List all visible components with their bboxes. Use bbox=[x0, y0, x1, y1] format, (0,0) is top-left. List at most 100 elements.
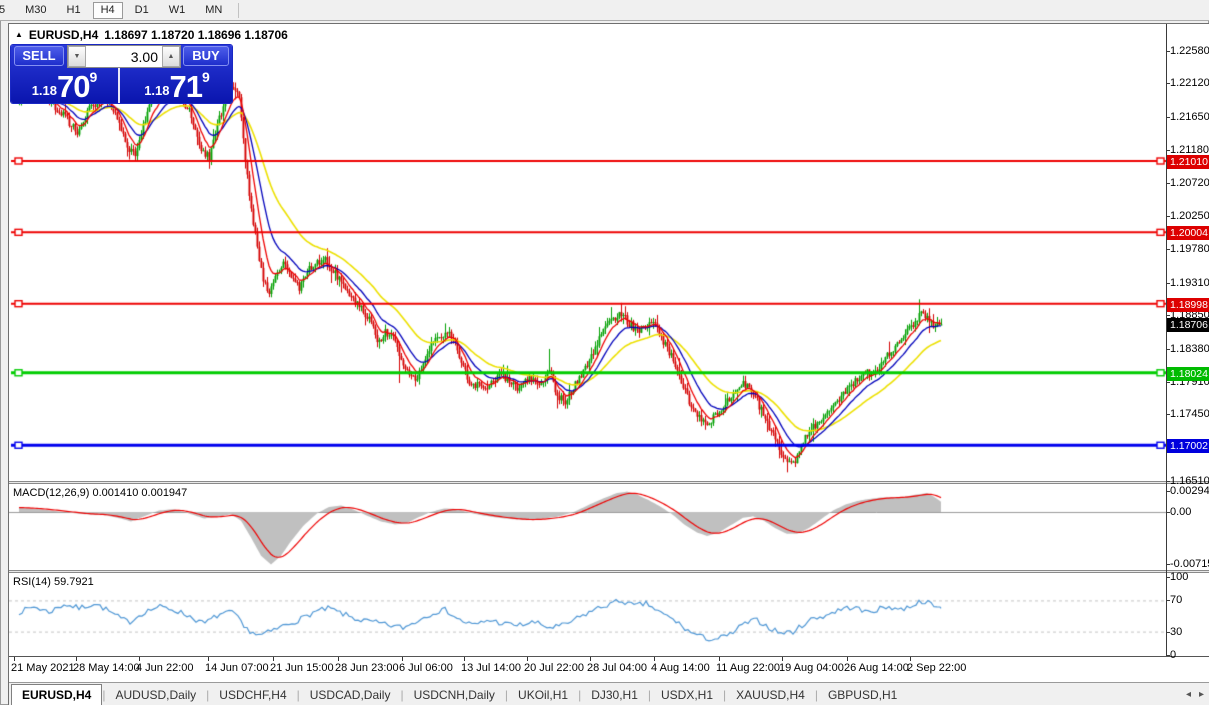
price-tick-mark bbox=[1166, 249, 1170, 251]
buy-price-big: 71 bbox=[169, 69, 203, 104]
time-tick-mark bbox=[847, 657, 848, 661]
tab-separator: | bbox=[206, 687, 210, 702]
time-tick-mark bbox=[14, 657, 15, 661]
buy-button[interactable]: BUY bbox=[183, 46, 229, 66]
price-level-badge: 1.17002 bbox=[1167, 439, 1209, 454]
tab-dj30[interactable]: DJ30,H1 bbox=[591, 687, 638, 702]
tab-ukoil[interactable]: UKOil,H1 bbox=[518, 687, 569, 702]
time-axis-label: 21 May 2021 bbox=[11, 662, 75, 674]
sell-price-prefix: 1.18 bbox=[31, 83, 58, 98]
timeframe-button-m30[interactable]: M30 bbox=[25, 3, 47, 16]
price-tick-mark bbox=[1166, 381, 1170, 383]
tab-xauusd[interactable]: XAUUSD,H4 bbox=[736, 687, 805, 702]
time-tick-mark bbox=[273, 657, 274, 661]
tab-separator: | bbox=[723, 687, 727, 702]
rsi-indicator-label: RSI(14) 59.7921 bbox=[13, 576, 94, 588]
trade-panel-row: SELL ▼ ▲ BUY bbox=[11, 45, 232, 68]
buy-price-pip: 9 bbox=[202, 69, 210, 85]
time-tick-mark bbox=[527, 657, 528, 661]
price-level-badge: 1.18998 bbox=[1167, 297, 1209, 312]
price-tick-label: 1.22120 bbox=[1166, 77, 1209, 89]
time-axis-border bbox=[9, 656, 1209, 657]
time-tick-mark bbox=[76, 657, 77, 661]
collapse-trade-panel-icon[interactable]: ▲ bbox=[15, 29, 23, 39]
rsi-axis-label: 70 bbox=[1166, 594, 1182, 606]
tab-usdcad[interactable]: USDCAD,Daily bbox=[309, 687, 391, 702]
chart-window: ▲ EURUSD,H4 1.18697 1.18720 1.18696 1.18… bbox=[8, 23, 1209, 705]
tab-separator: | bbox=[296, 687, 300, 702]
macd-axis-label: 0.002947 bbox=[1166, 485, 1209, 497]
price-tick-label: 1.19310 bbox=[1166, 277, 1209, 289]
tab-usdx[interactable]: USDX,H1 bbox=[661, 687, 714, 702]
sell-button[interactable]: SELL bbox=[14, 46, 64, 66]
panel-splitter[interactable] bbox=[9, 570, 1209, 573]
tab-scroll-right-icon[interactable]: ▸ bbox=[1198, 689, 1204, 700]
time-tick-mark bbox=[464, 657, 465, 661]
price-tick-label: 1.18380 bbox=[1166, 343, 1209, 355]
tab-eurusd[interactable]: EURUSD,H4 bbox=[11, 683, 103, 705]
price-tick-label: 1.20720 bbox=[1166, 177, 1209, 189]
buy-price-prefix: 1.18 bbox=[144, 83, 170, 98]
price-tick-mark bbox=[1166, 182, 1170, 184]
rsi-axis-label: 30 bbox=[1166, 626, 1182, 638]
price-tick-mark bbox=[1166, 50, 1170, 52]
price-tick-mark bbox=[1166, 83, 1170, 85]
price-tick-label: 1.20250 bbox=[1166, 210, 1209, 222]
sell-price-pip: 9 bbox=[89, 69, 98, 85]
tab-scroll-controls: ◂ ▸ bbox=[1186, 689, 1204, 700]
time-tick-mark bbox=[782, 657, 783, 661]
macd-tick-mark bbox=[1166, 564, 1170, 566]
time-axis-label: 2 Sep 22:00 bbox=[907, 662, 967, 674]
tab-gbpusd[interactable]: GBPUSD,H1 bbox=[827, 687, 898, 702]
sell-price-display[interactable]: 1.18 70 9 bbox=[11, 68, 120, 103]
price-level-badge: 1.21010 bbox=[1167, 155, 1209, 169]
price-tick-mark bbox=[1166, 215, 1170, 217]
tab-usdchf[interactable]: USDCHF,H4 bbox=[219, 687, 287, 702]
macd-axis-label: -0.007153 bbox=[1166, 558, 1209, 570]
time-axis-label: 21 Jun 15:00 bbox=[270, 662, 334, 674]
time-tick-mark bbox=[208, 657, 209, 661]
price-level-badge: 1.20004 bbox=[1167, 226, 1209, 241]
macd-indicator-label: MACD(12,26,9) 0.001410 0.001947 bbox=[13, 487, 188, 499]
volume-up-icon[interactable]: ▲ bbox=[162, 46, 180, 67]
timeframe-button-5[interactable]: 5 bbox=[0, 2, 13, 19]
quote-ohlc: 1.18697 1.18720 1.18696 1.18706 bbox=[104, 28, 288, 42]
volume-down-icon[interactable]: ▼ bbox=[68, 46, 86, 67]
time-axis-label: 19 Aug 04:00 bbox=[779, 662, 844, 674]
time-tick-mark bbox=[910, 657, 911, 661]
time-axis[interactable]: 21 May 2021 28 May 14:00 4 Jun 22:00 14 Jun… bbox=[9, 657, 1209, 682]
price-tick-mark bbox=[1166, 282, 1170, 284]
price-tick-label: 1.16510 bbox=[1166, 475, 1209, 487]
time-axis-label: 28 Jul 04:00 bbox=[587, 662, 647, 674]
toolbar-separator bbox=[238, 2, 240, 18]
time-axis-label: 6 Jul 06:00 bbox=[399, 662, 453, 674]
timeframe-button-h4[interactable]: H4 bbox=[92, 1, 123, 19]
one-click-trade-panel: SELL ▼ ▲ BUY 1.18 70 9 1.18 71 9 bbox=[11, 45, 232, 103]
time-axis-label: 4 Jun 22:00 bbox=[136, 662, 194, 674]
timeframe-button-mn[interactable]: MN bbox=[205, 3, 223, 16]
price-tick-mark bbox=[1166, 414, 1170, 416]
timeframe-button-w1[interactable]: W1 bbox=[168, 3, 186, 16]
rsi-tick-mark bbox=[1166, 631, 1170, 633]
buy-price-display[interactable]: 1.18 71 9 bbox=[122, 68, 232, 103]
quote-header: ▲ EURUSD,H4 1.18697 1.18720 1.18696 1.18… bbox=[15, 28, 288, 42]
tab-scroll-left-icon[interactable]: ◂ bbox=[1185, 689, 1191, 700]
rsi-axis-label: 100 bbox=[1166, 571, 1188, 583]
timeframe-button-h1[interactable]: H1 bbox=[66, 3, 81, 16]
tab-usdcnh[interactable]: USDCNH,Daily bbox=[413, 687, 495, 702]
price-level-badge: 1.18024 bbox=[1167, 366, 1209, 381]
price-tick-mark bbox=[1166, 149, 1170, 151]
price-tick-label: 1.21650 bbox=[1166, 111, 1209, 123]
price-tick-label: 1.22580 bbox=[1166, 45, 1209, 57]
panel-splitter[interactable] bbox=[9, 481, 1209, 484]
price-tick-mark bbox=[1166, 315, 1170, 317]
tab-separator: | bbox=[647, 687, 651, 702]
tab-audusd[interactable]: AUDUSD,Daily bbox=[115, 687, 197, 702]
time-axis-label: 26 Aug 14:00 bbox=[844, 662, 909, 674]
price-tick-mark bbox=[1166, 481, 1170, 483]
macd-panel-canvas[interactable] bbox=[9, 484, 1166, 570]
timeframe-button-d1[interactable]: D1 bbox=[134, 3, 149, 16]
rsi-panel-canvas[interactable] bbox=[9, 573, 1166, 655]
tab-separator: | bbox=[102, 687, 106, 702]
volume-input[interactable] bbox=[86, 46, 162, 67]
